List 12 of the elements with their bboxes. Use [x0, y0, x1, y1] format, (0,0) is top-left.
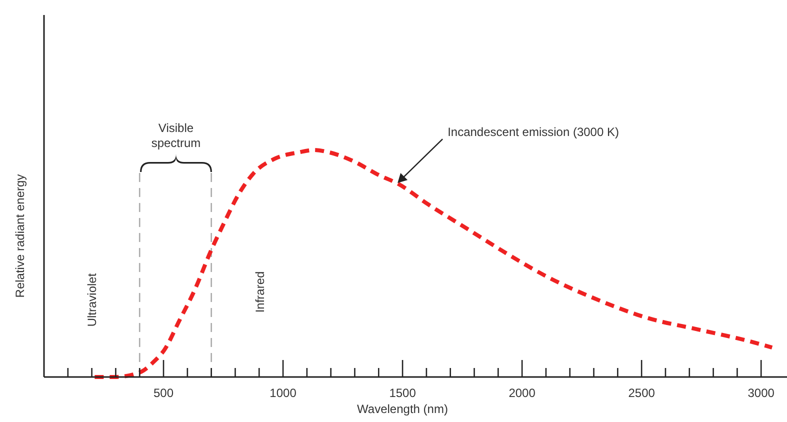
- x-tick-label: 3000: [748, 386, 775, 400]
- annotation: Infrared: [253, 271, 268, 313]
- x-tick-label: 1500: [389, 386, 416, 400]
- x-tick-label: 2000: [508, 386, 536, 400]
- x-axis-title: Wavelength (nm): [357, 402, 448, 416]
- x-tick-label: 500: [154, 386, 174, 400]
- x-tick-label: 2500: [628, 386, 656, 400]
- annotation: Ultraviolet: [85, 272, 100, 327]
- x-tick-label: 1000: [270, 386, 297, 400]
- annotation: Incandescent emission (3000 K): [448, 125, 620, 140]
- y-axis-title: Relative radiant energy: [13, 174, 27, 298]
- annotation: Visible spectrum: [151, 121, 201, 150]
